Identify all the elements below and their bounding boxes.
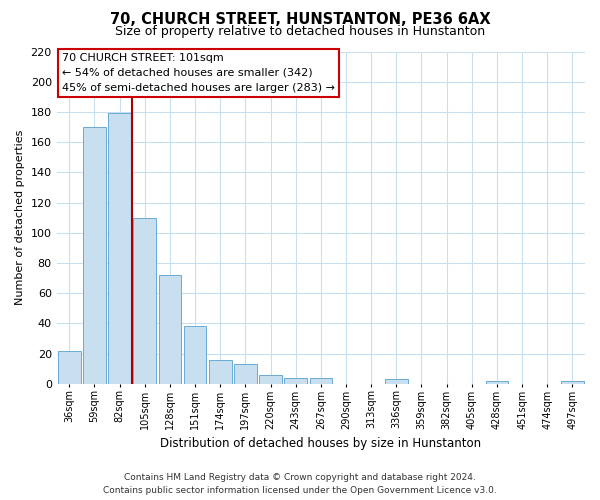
Bar [184, 326, 206, 384]
Bar [485, 380, 508, 384]
Bar [158, 275, 181, 384]
Bar [561, 380, 584, 384]
Text: 70, CHURCH STREET, HUNSTANTON, PE36 6AX: 70, CHURCH STREET, HUNSTANTON, PE36 6AX [110, 12, 490, 28]
Text: Size of property relative to detached houses in Hunstanton: Size of property relative to detached ho… [115, 25, 485, 38]
X-axis label: Distribution of detached houses by size in Hunstanton: Distribution of detached houses by size … [160, 437, 481, 450]
Text: Contains HM Land Registry data © Crown copyright and database right 2024.
Contai: Contains HM Land Registry data © Crown c… [103, 474, 497, 495]
Text: 70 CHURCH STREET: 101sqm
← 54% of detached houses are smaller (342)
45% of semi-: 70 CHURCH STREET: 101sqm ← 54% of detach… [62, 53, 335, 93]
Y-axis label: Number of detached properties: Number of detached properties [15, 130, 25, 306]
Bar [385, 379, 407, 384]
Bar [234, 364, 257, 384]
Bar [108, 114, 131, 384]
Bar [83, 127, 106, 384]
Bar [259, 374, 282, 384]
Bar [284, 378, 307, 384]
Bar [133, 218, 156, 384]
Bar [209, 360, 232, 384]
Bar [310, 378, 332, 384]
Bar [58, 350, 80, 384]
